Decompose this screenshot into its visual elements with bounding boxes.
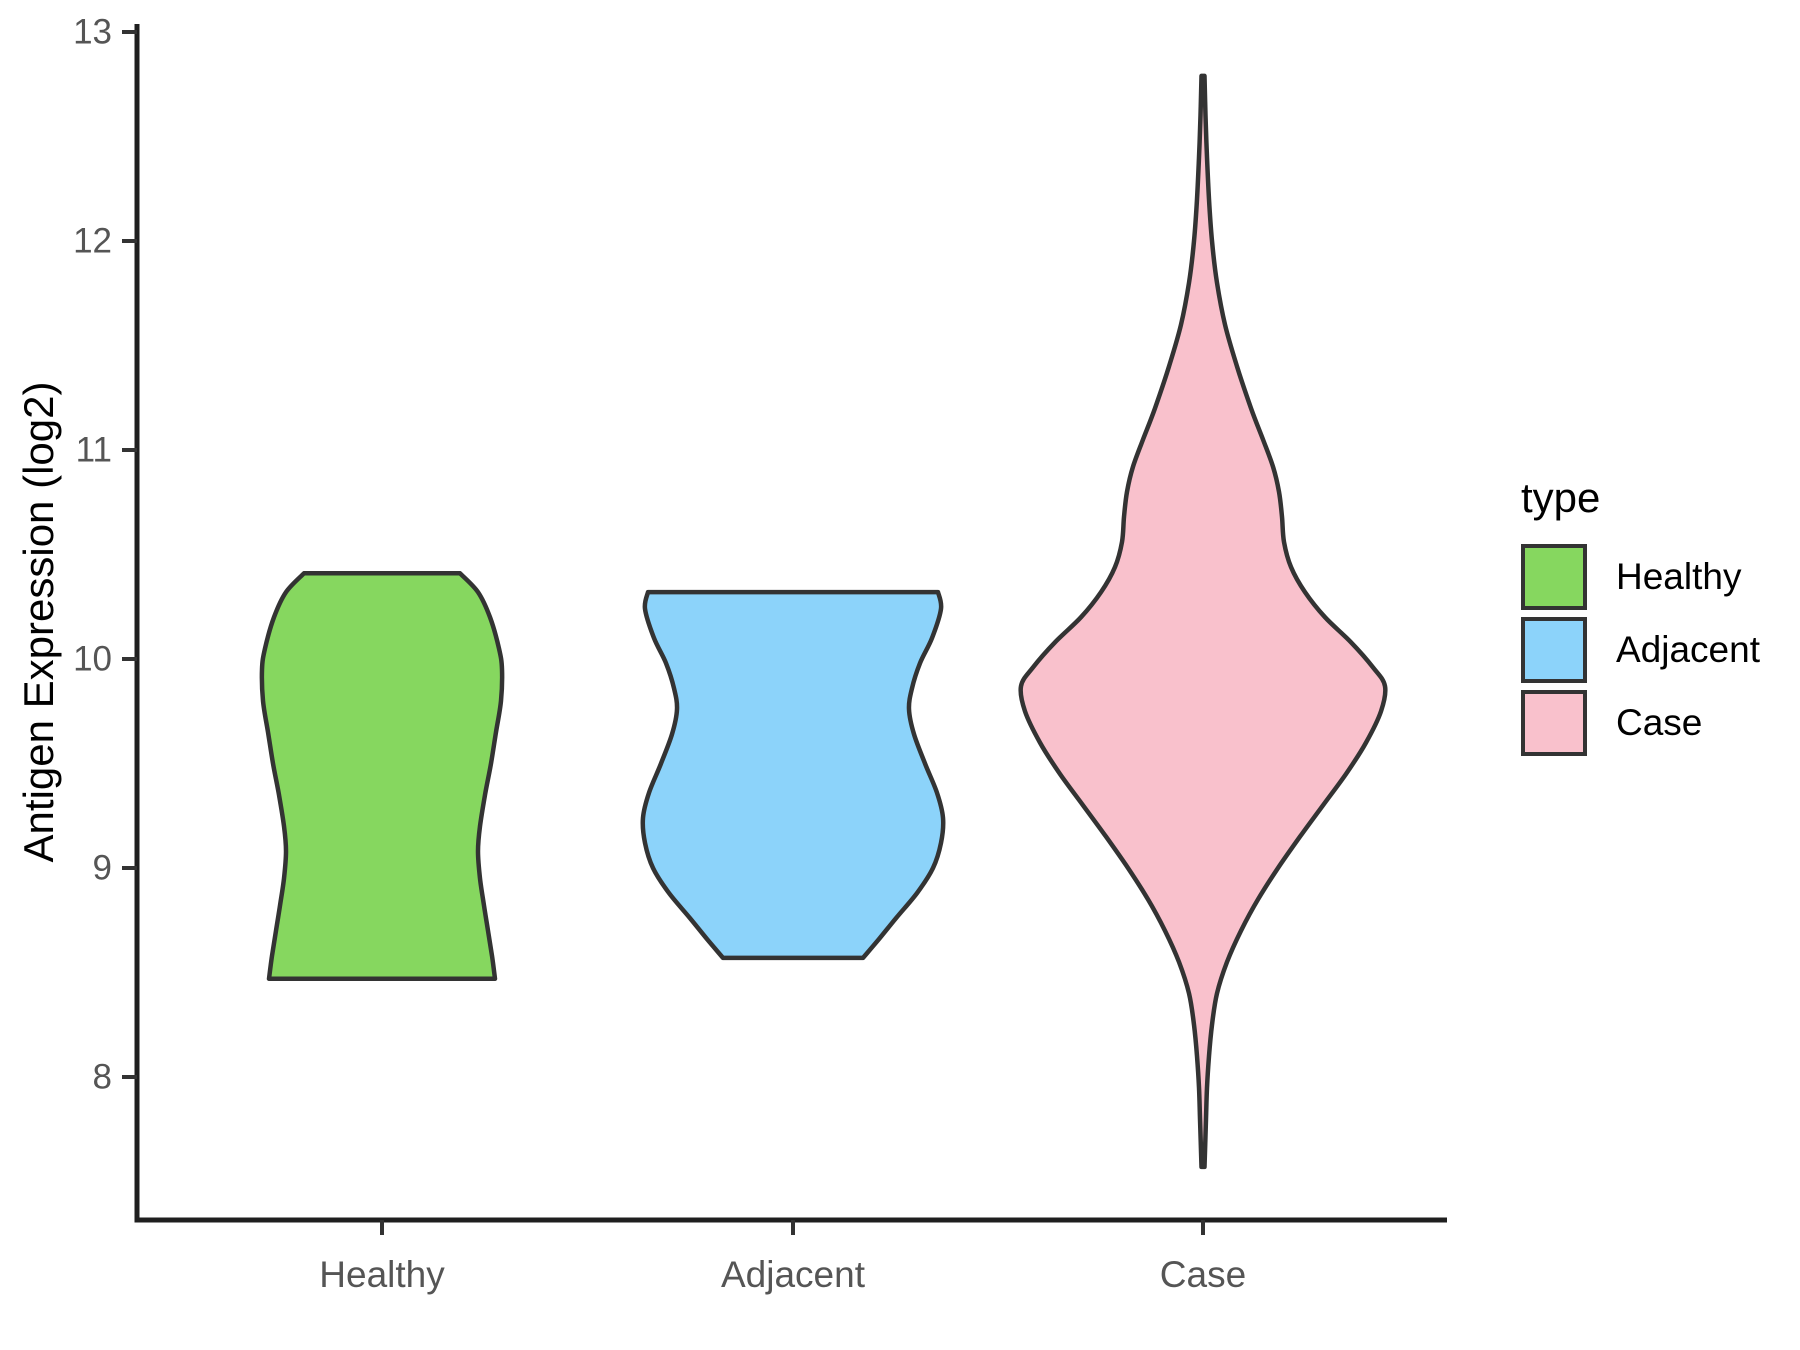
legend-row: Healthy xyxy=(1521,544,1760,610)
legend-label: Adjacent xyxy=(1616,629,1760,670)
violin-case xyxy=(1018,73,1388,1170)
violin-healthy xyxy=(259,571,505,982)
legend-swatch-adjacent xyxy=(1521,617,1587,683)
legend-title: type xyxy=(1521,474,1601,521)
violin-adjacent xyxy=(640,589,946,961)
y-tick-label: 12 xyxy=(73,222,112,261)
y-tick-label: 9 xyxy=(93,849,112,888)
y-axis: 8 9 10 11 12 13 xyxy=(73,13,140,1223)
violins-group xyxy=(259,73,1388,1170)
y-tick-label: 8 xyxy=(93,1058,112,1097)
x-tick-label: Case xyxy=(1160,1254,1246,1295)
y-tick-label: 10 xyxy=(73,640,112,679)
y-tick-label: 13 xyxy=(73,13,112,52)
x-tick-label: Adjacent xyxy=(721,1254,866,1295)
legend-swatch-case xyxy=(1521,690,1587,756)
legend-swatch-healthy xyxy=(1521,544,1587,610)
y-axis-title: Antigen Expression (log2) xyxy=(15,382,62,863)
legend-label: Case xyxy=(1616,702,1703,743)
legend-row: Case xyxy=(1521,690,1760,756)
legend-label: Healthy xyxy=(1616,556,1742,597)
x-axis: Healthy Adjacent Case xyxy=(134,1217,1447,1295)
x-tick-label: Healthy xyxy=(319,1254,445,1295)
y-tick-label: 11 xyxy=(76,431,112,470)
legend: type Healthy Adjacent Case xyxy=(1521,474,1760,763)
legend-row: Adjacent xyxy=(1521,617,1760,683)
